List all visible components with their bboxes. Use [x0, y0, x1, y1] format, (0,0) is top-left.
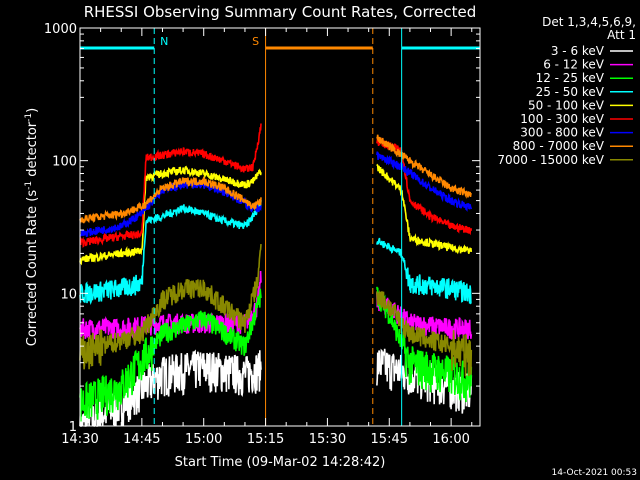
y-tick-label: 1 [69, 420, 77, 435]
legend-label: 12 - 25 keV [536, 71, 605, 85]
flag-label: S [252, 35, 259, 48]
series-line [79, 200, 472, 305]
y-tick-label: 10 [60, 287, 77, 302]
timestamp: 14-Oct-2021 00:53 [552, 468, 637, 478]
plot-frame [79, 27, 481, 427]
y-tick-label: 100 [52, 155, 77, 170]
legend-label: 300 - 800 keV [520, 126, 604, 140]
series-line [79, 163, 473, 266]
series-line [79, 151, 473, 237]
x-tick-label: 15:45 [371, 432, 408, 447]
x-tick-label: 16:00 [432, 432, 469, 447]
x-tick-label: 15:00 [185, 432, 222, 447]
legend-label: 50 - 100 keV [528, 98, 605, 112]
series-line [79, 286, 473, 422]
x-axis-label: Start Time (09-Mar-02 14:28:42) [175, 455, 386, 470]
series-line [79, 134, 473, 224]
legend-header-attenuator: Att 1 [607, 28, 636, 42]
chart-title: RHESSI Observing Summary Count Rates, Co… [84, 3, 477, 21]
x-tick-label: 14:30 [61, 432, 98, 447]
legend-header-detectors: Det 1,3,4,5,6,9, [542, 15, 636, 29]
flag-label: N [160, 35, 168, 48]
legend-label: 6 - 12 keV [543, 58, 605, 72]
x-tick-label: 14:45 [123, 432, 160, 447]
axis-layer: 14:30 14:45 15:00 15:15 15:30 15:45 16:00 1 10 10… [44, 22, 480, 447]
x-tick-label: 15:15 [247, 432, 284, 447]
legend-label: 800 - 7000 keV [513, 139, 605, 153]
legend-label: 100 - 300 keV [520, 112, 604, 126]
series-line [79, 244, 473, 377]
legend-label: 7000 - 15000 keV [497, 153, 604, 167]
x-tick-label: 15:30 [309, 432, 346, 447]
y-tick-label: 1000 [44, 22, 77, 37]
series-layer [79, 123, 473, 428]
legend-label: 25 - 50 keV [536, 85, 605, 99]
y-axis-label: Corrected Count Rate (s-1 detector-1) [24, 108, 40, 346]
legend-label: 3 - 6 keV [551, 44, 605, 58]
